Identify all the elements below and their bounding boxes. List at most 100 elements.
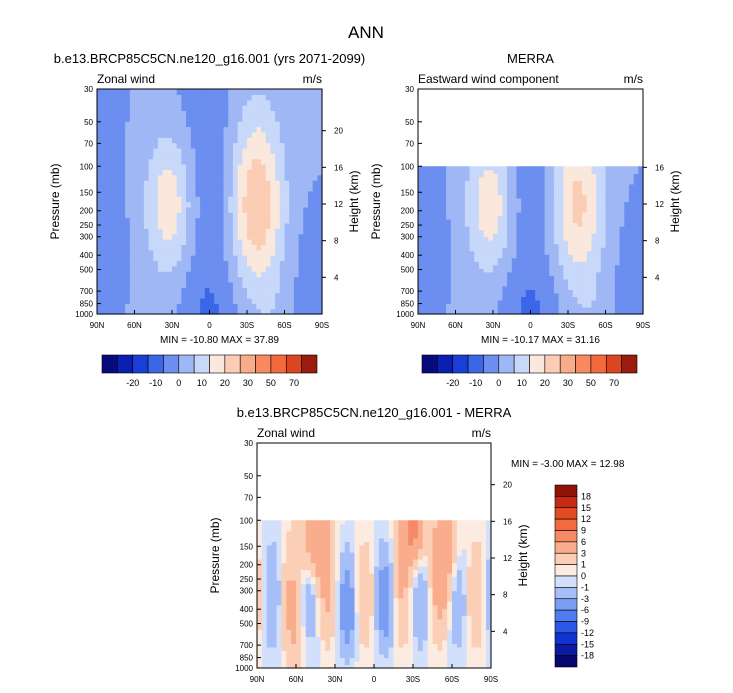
heatmap-cell (275, 147, 281, 154)
heatmap-cell (214, 110, 220, 117)
heatmap-cell (619, 229, 625, 234)
heatmap-cell (298, 217, 304, 224)
heatmap-cell (591, 299, 597, 305)
heatmap-cell (167, 115, 173, 122)
heatmap-cell (638, 271, 644, 276)
heatmap-cell (558, 285, 564, 290)
heatmap-cell (218, 292, 225, 299)
heatmap-cell (422, 660, 429, 666)
heatmap-cell (474, 197, 480, 203)
heatmap-cell (195, 271, 201, 278)
heatmap-cell (157, 222, 164, 229)
heatmap-cell (307, 99, 314, 106)
heatmap-cell (106, 153, 112, 160)
heatmap-cell (464, 204, 471, 210)
heatmap-cell (162, 276, 168, 283)
heatmap-cell (218, 281, 225, 288)
heatmap-cell (148, 201, 154, 208)
heatmap-cell (218, 212, 225, 219)
heatmap-cell (265, 265, 272, 272)
heatmap-cell (106, 265, 112, 272)
heatmap-cell (364, 608, 370, 613)
heatmap-cell (261, 185, 267, 192)
heatmap-cell (279, 174, 286, 181)
heatmap-cell (275, 174, 281, 181)
heatmap-cell (101, 190, 107, 197)
heatmap-cell (232, 142, 239, 149)
heatmap-cell (310, 650, 317, 655)
heatmap-cell (455, 257, 461, 262)
heatmap-cell (195, 222, 201, 229)
heatmap-cell (106, 260, 112, 267)
heatmap-cell (247, 174, 253, 181)
heatmap-cell (450, 278, 457, 283)
heatmap-cell (502, 268, 508, 273)
heatmap-cell (214, 265, 220, 272)
heatmap-cell (383, 653, 390, 659)
heatmap-cell (247, 89, 253, 95)
heatmap-cell (469, 254, 475, 259)
heatmap-cell (307, 233, 314, 240)
heatmap-cell (106, 271, 112, 278)
heatmap-cell (478, 257, 485, 262)
heatmap-cell (572, 240, 578, 245)
heatmap-cell (563, 204, 569, 210)
heatmap-cell (610, 169, 616, 174)
heatmap-cell (325, 660, 331, 666)
heatmap-cell (237, 196, 243, 203)
heatmap-cell (106, 110, 112, 117)
heatmap-cell (364, 643, 370, 648)
heatmap-cell (393, 639, 399, 644)
heatmap-cell (275, 137, 281, 144)
heatmap-cell (378, 636, 385, 641)
heatmap-cell (483, 197, 489, 203)
heatmap-cell (190, 292, 197, 299)
heatmap-cell (97, 94, 103, 101)
heatmap-cell (427, 190, 433, 195)
heatmap-cell (596, 176, 602, 181)
heatmap-cell (614, 169, 621, 174)
heatmap-cell (186, 99, 192, 106)
heatmap-cell (432, 169, 438, 174)
heatmap-cell (237, 174, 243, 181)
heatmap-cell (271, 629, 278, 634)
heatmap-cell (568, 310, 574, 315)
heatmap-cell (214, 228, 220, 235)
heatmap-cell (266, 664, 273, 669)
heatmap-cell (422, 166, 428, 171)
heatmap-cell (447, 646, 453, 652)
heatmap-cell (422, 615, 429, 620)
heatmap-cell (270, 164, 276, 170)
heatmap-cell (535, 240, 541, 245)
heatmap-cell (232, 239, 239, 245)
heatmap-cell (364, 664, 370, 669)
heatmap-cell (214, 249, 220, 256)
heatmap-cell (157, 281, 164, 288)
heatmap-cell (303, 94, 309, 101)
heatmap-cell (577, 226, 583, 231)
heatmap-cell (167, 281, 173, 288)
heatmap-cell (106, 206, 112, 213)
heatmap-cell (432, 247, 438, 252)
heatmap-cell (553, 268, 560, 273)
heatmap-cell (176, 212, 182, 219)
heatmap-cell (214, 115, 220, 122)
heatmap-cell (474, 166, 480, 171)
heatmap-cell (134, 110, 140, 117)
heatmap-cell (176, 126, 182, 133)
heatmap-cell (186, 169, 192, 176)
heatmap-cell (549, 208, 555, 213)
heatmap-cell (403, 646, 409, 652)
heatmap-cell (502, 254, 508, 259)
heatmap-cell (436, 211, 443, 217)
heatmap-cell (539, 204, 546, 210)
heatmap-cell (237, 260, 243, 267)
heatmap-cell (558, 296, 564, 301)
heatmap-cell (488, 197, 494, 203)
heatmap-cell (214, 239, 220, 245)
heatmap-cell (600, 236, 607, 241)
heatmap-cell (349, 657, 356, 662)
heatmap-cell (284, 297, 290, 304)
heatmap-cell (293, 297, 300, 304)
heatmap-cell (605, 247, 611, 252)
